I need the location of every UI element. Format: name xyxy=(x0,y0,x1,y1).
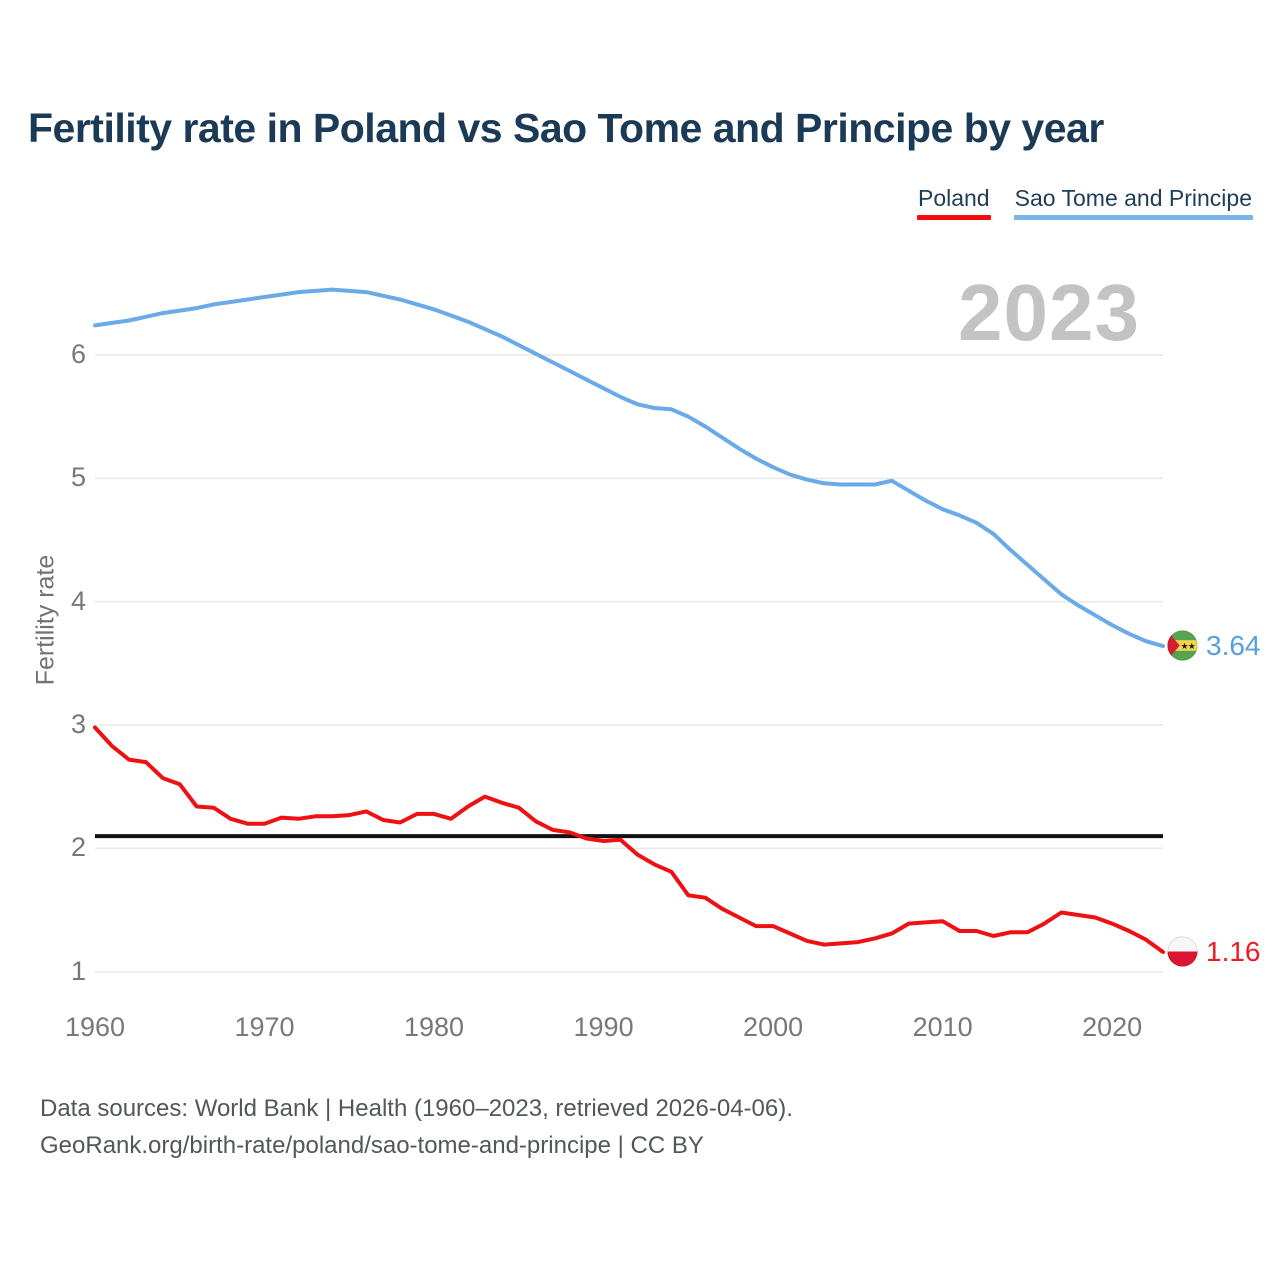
footer-data-sources: Data sources: World Bank | Health (1960–… xyxy=(40,1095,793,1122)
y-tick-1: 1 xyxy=(70,955,86,986)
series-line-poland xyxy=(93,725,1165,954)
svg-text:★: ★ xyxy=(1181,642,1189,652)
y-axis-title: Fertility rate xyxy=(31,554,60,686)
legend-color-bar-poland xyxy=(916,215,991,220)
footer: Data sources: World Bank | Health (1960–… xyxy=(40,1090,1240,1164)
y-tick-2: 2 xyxy=(70,832,86,863)
y-tick-5: 5 xyxy=(70,462,86,493)
x-tick-2020: 2020 xyxy=(1082,1012,1143,1042)
x-tick-1980: 1980 xyxy=(404,1012,465,1042)
legend-label-poland: Poland xyxy=(917,185,990,211)
x-tick-2010: 2010 xyxy=(912,1012,973,1042)
y-tick-3: 3 xyxy=(70,709,86,740)
legend-label-sao-tome: Sao Tome and Principe xyxy=(1014,185,1252,211)
page-title: Fertility rate in Poland vs Sao Tome and… xyxy=(28,105,1104,151)
x-tick-2000: 2000 xyxy=(743,1012,804,1042)
sao-tome-and-principe-flag-icon: ★ ★ xyxy=(1167,630,1198,661)
x-tick-1990: 1990 xyxy=(573,1012,634,1042)
sao-tome-end-value: 3.64 xyxy=(1206,629,1261,661)
legend-color-bar-sao-tome xyxy=(1013,215,1253,220)
sao-tome-end-label: ★ ★ 3.64 xyxy=(1167,630,1261,661)
legend-item-poland[interactable]: Poland xyxy=(916,185,991,220)
year-watermark: 2023 xyxy=(958,268,1140,357)
footer-attribution: GeoRank.org/birth-rate/poland/sao-tome-a… xyxy=(40,1132,704,1160)
x-tick-1960: 1960 xyxy=(64,1012,126,1042)
x-tick-1970: 1970 xyxy=(234,1012,295,1042)
y-tick-4: 4 xyxy=(70,585,86,616)
legend: Poland Sao Tome and Principe xyxy=(916,185,1253,220)
poland-flag-icon xyxy=(1167,936,1198,967)
y-tick-6: 6 xyxy=(70,339,86,369)
poland-end-value: 1.16 xyxy=(1206,935,1261,967)
legend-item-sao-tome[interactable]: Sao Tome and Principe xyxy=(1013,185,1253,220)
svg-text:★: ★ xyxy=(1188,642,1196,652)
poland-end-label: 1.16 xyxy=(1167,936,1261,967)
series-line-sao-tome-and-principe xyxy=(93,287,1165,649)
